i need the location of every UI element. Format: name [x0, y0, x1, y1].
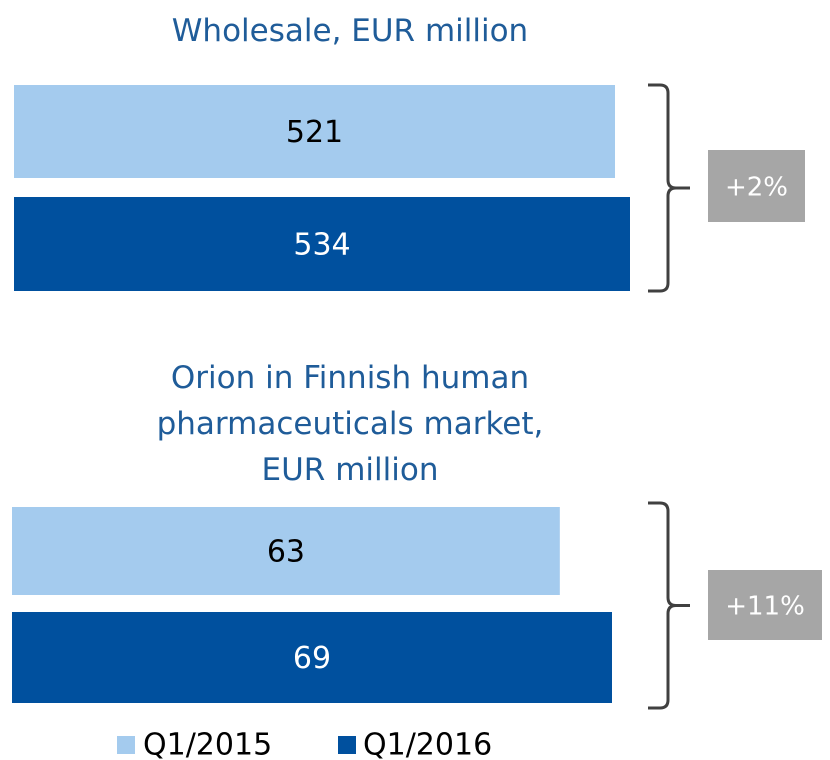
- data-label: 69: [293, 641, 331, 676]
- bar: [12, 507, 560, 595]
- bracket: [648, 501, 690, 710]
- data-label: 63: [267, 535, 305, 570]
- bar: [12, 612, 612, 703]
- bar: [14, 197, 630, 291]
- legend-swatch: [117, 736, 135, 754]
- data-label: 521: [286, 115, 343, 150]
- chart-title: Orion in Finnish human pharmaceuticals m…: [156, 360, 544, 488]
- legend-swatch: [338, 736, 356, 754]
- data-label: 534: [293, 228, 350, 263]
- annotation: +11%: [725, 592, 805, 622]
- legend-label: Q1/2015: [143, 728, 272, 760]
- chart-title: Wholesale, EUR million: [171, 13, 529, 49]
- annotation: +2%: [725, 173, 788, 203]
- bracket: [648, 83, 690, 293]
- bar: [14, 85, 616, 178]
- legend-label: Q1/2016: [363, 728, 492, 760]
- annotation-box: [708, 570, 822, 640]
- annotation-box: [708, 150, 805, 222]
